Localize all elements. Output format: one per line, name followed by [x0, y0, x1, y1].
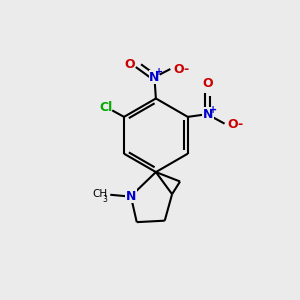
Text: O: O	[227, 118, 238, 131]
Text: N: N	[149, 71, 160, 84]
Text: O: O	[124, 58, 135, 71]
Text: +: +	[209, 104, 217, 115]
Text: O: O	[174, 62, 184, 76]
Text: N: N	[126, 190, 136, 203]
Text: O: O	[202, 77, 213, 90]
Text: CH: CH	[92, 189, 107, 199]
Text: -: -	[184, 62, 189, 76]
Text: N: N	[202, 108, 213, 121]
Text: Cl: Cl	[99, 101, 112, 114]
Text: -: -	[237, 118, 242, 131]
Text: +: +	[155, 67, 164, 77]
Text: 3: 3	[102, 195, 107, 204]
